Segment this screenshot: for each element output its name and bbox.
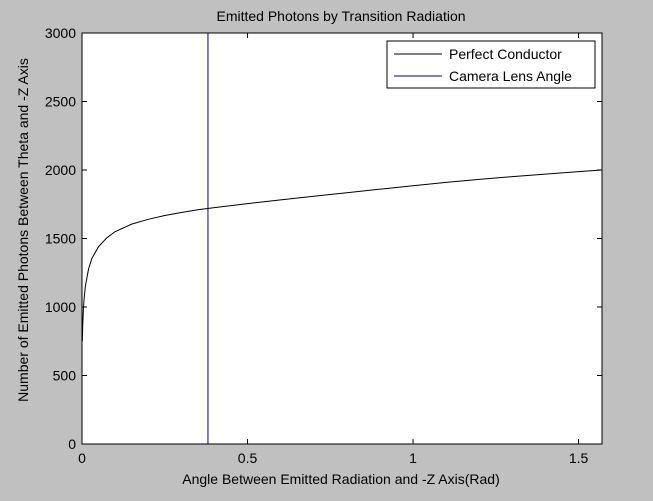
- chart-title: Emitted Photons by Transition Radiation: [216, 8, 465, 24]
- y-tick-label: 1500: [45, 231, 76, 247]
- x-axis-label: Angle Between Emitted Radiation and -Z A…: [182, 471, 500, 487]
- series-line-perfect-conductor: [81, 169, 603, 342]
- legend-label-perfect-conductor: Perfect Conductor: [449, 46, 562, 62]
- x-tick-label: 1: [409, 450, 417, 466]
- legend-label-camera-lens-angle: Camera Lens Angle: [449, 68, 572, 84]
- y-tick-label: 1000: [45, 299, 76, 315]
- x-tick-label: 0: [78, 450, 86, 466]
- y-tick-label: 2500: [45, 94, 76, 110]
- y-tick-label: 500: [53, 368, 77, 384]
- x-tick-label: 1.5: [569, 450, 589, 466]
- y-tick-label: 3000: [45, 25, 76, 41]
- legend-box: [386, 40, 596, 89]
- y-tick-label: 0: [68, 436, 76, 452]
- legend: Perfect Conductor Camera Lens Angle: [386, 40, 596, 89]
- y-axis-label: Number of Emitted Photons Between Theta …: [15, 58, 31, 402]
- ticks-layer: 0 0.5 1 1.5 0 500 1000 1500 2000 2500 3000: [45, 25, 602, 466]
- y-tick-label: 2000: [45, 162, 76, 178]
- series-layer: [81, 33, 603, 444]
- plot-area: [82, 33, 602, 444]
- x-tick-label: 0.5: [238, 450, 258, 466]
